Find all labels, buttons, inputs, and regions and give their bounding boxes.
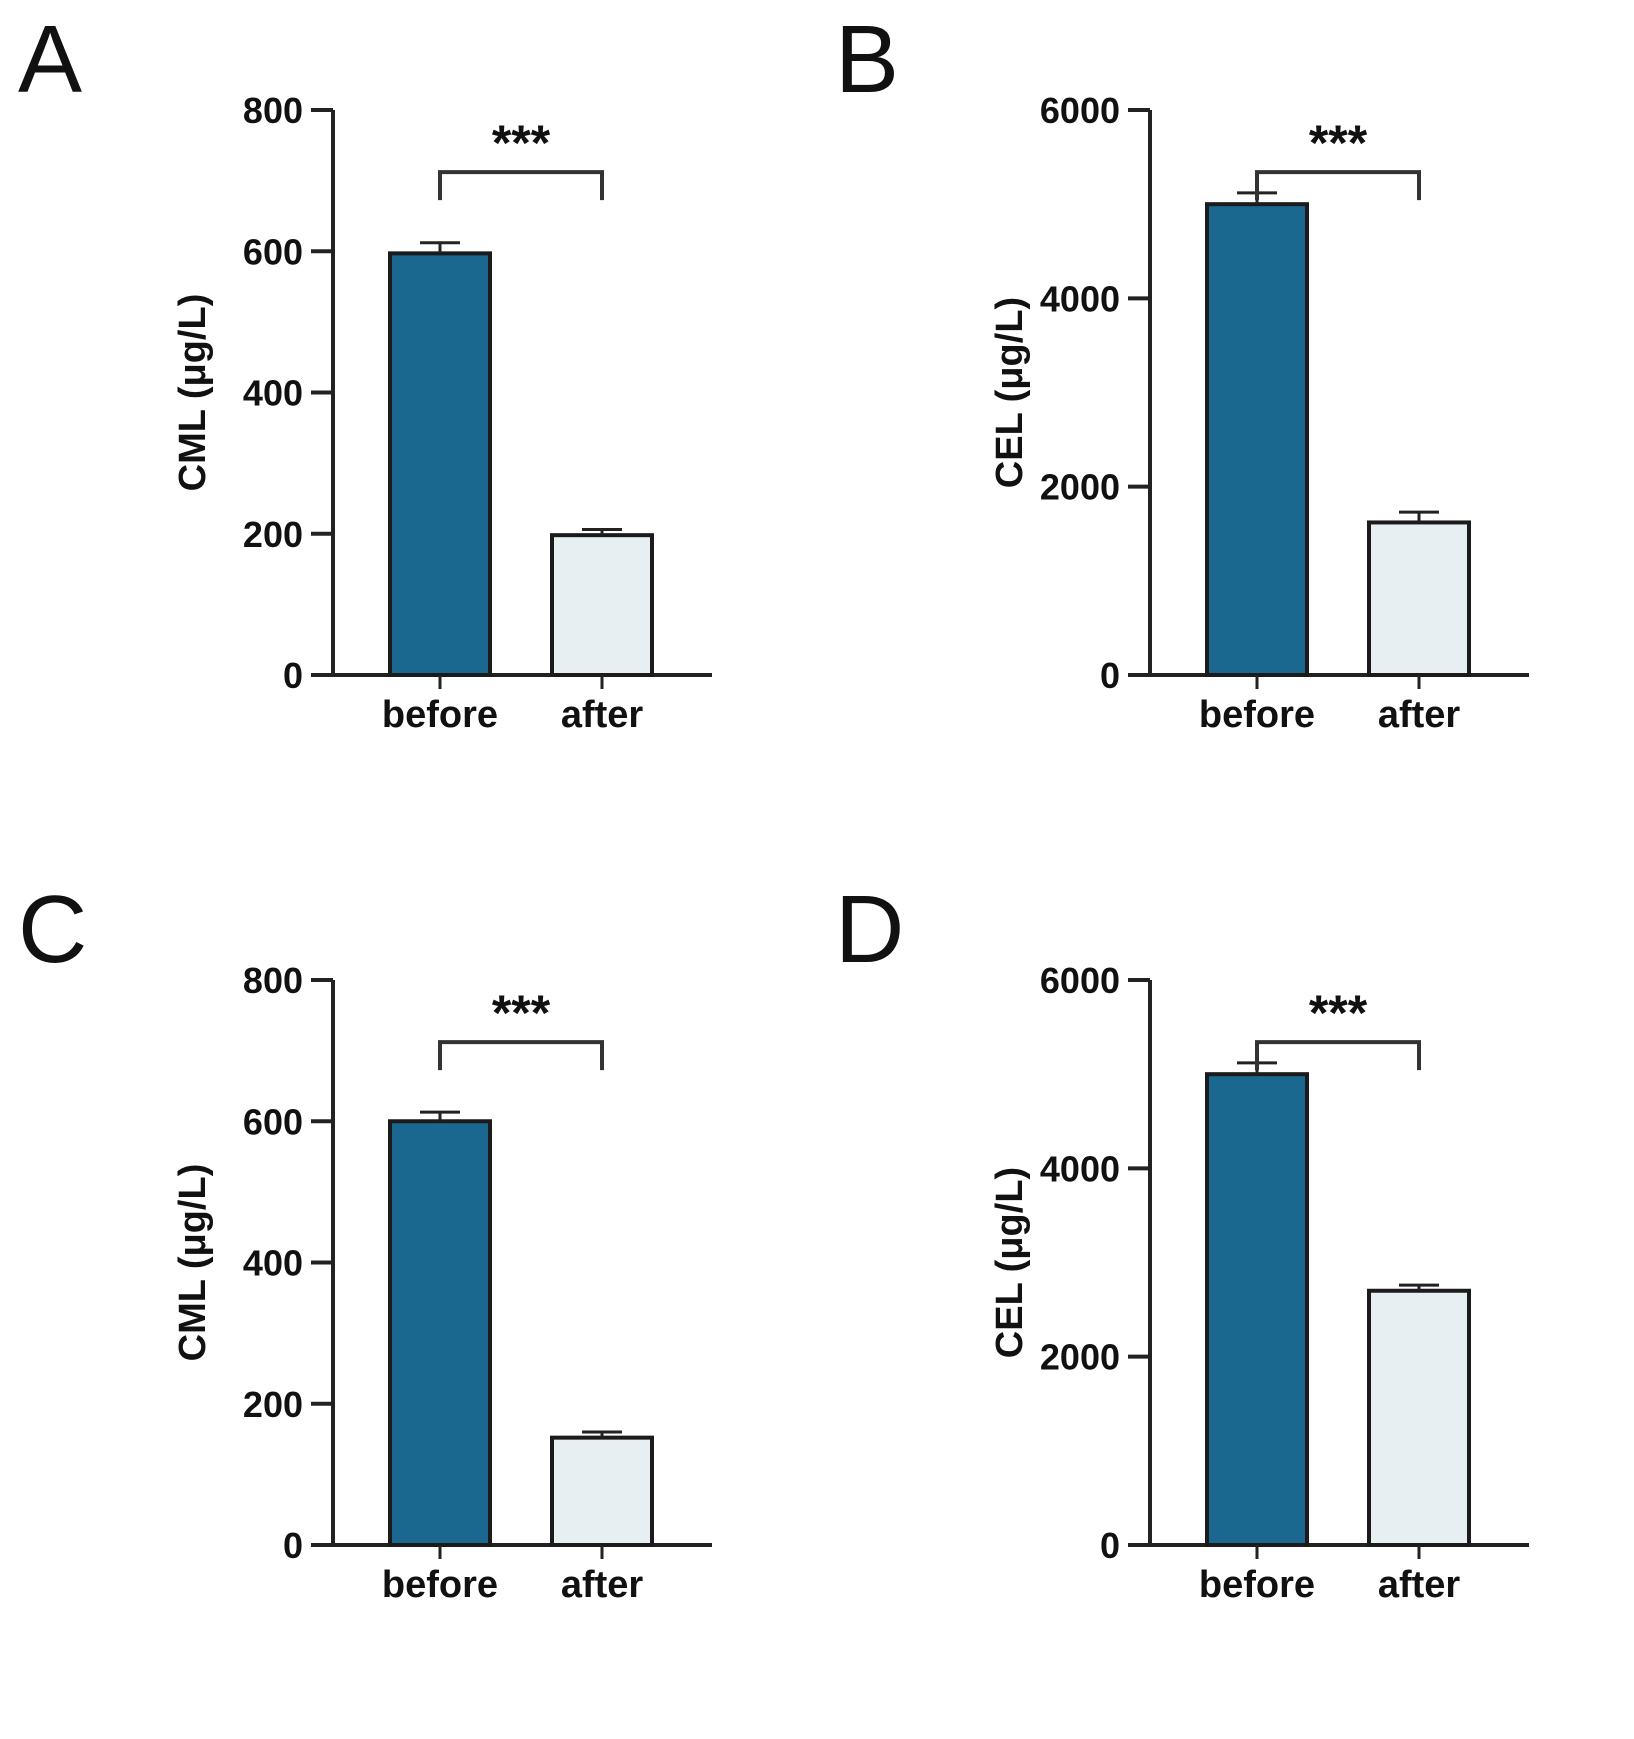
y-tick-label: 6000 bbox=[1040, 960, 1120, 1001]
x-category-label: after bbox=[561, 1564, 644, 1606]
y-tick-label: 800 bbox=[243, 960, 303, 1001]
significance-bracket bbox=[438, 1040, 604, 1071]
bar-after bbox=[550, 1435, 654, 1548]
chart-d: D CEL (μg/L) 0 2000 4000 6000 before after *** bbox=[835, 876, 1529, 1606]
y-tick-label: 200 bbox=[243, 514, 303, 555]
y-tick-label: 800 bbox=[243, 90, 303, 131]
y-axis-label: CML (μg/L) bbox=[172, 1164, 214, 1362]
y-tick-label: 0 bbox=[283, 1525, 303, 1566]
chart-a: A CML (μg/L) 0 200 400 600 800 before after *** bbox=[18, 6, 712, 736]
panel-d: D CEL (μg/L) 0 2000 4000 6000 before after *** bbox=[817, 870, 1634, 1739]
bar-before bbox=[388, 251, 492, 677]
panel-b: B CEL (μg/L) 0 2000 4000 6000 before after *** bbox=[817, 0, 1634, 869]
y-tick-label: 400 bbox=[243, 1243, 303, 1284]
y-tick-label: 0 bbox=[1100, 1525, 1120, 1566]
panel-letter: B bbox=[835, 6, 899, 113]
x-category-label: before bbox=[382, 694, 498, 736]
bar-before bbox=[388, 1119, 492, 1547]
y-axis-label: CML (μg/L) bbox=[172, 294, 214, 492]
bar-after bbox=[1367, 1288, 1471, 1547]
significance-bracket bbox=[1255, 170, 1421, 201]
significance-bracket bbox=[438, 170, 604, 201]
bar-after bbox=[550, 533, 654, 677]
panel-letter: A bbox=[18, 6, 82, 113]
y-tick-label: 4000 bbox=[1040, 278, 1120, 319]
y-tick-label: 2000 bbox=[1040, 1337, 1120, 1378]
y-axis-label: CEL (μg/L) bbox=[989, 297, 1031, 488]
y-tick-label: 400 bbox=[243, 373, 303, 414]
x-category-label: after bbox=[561, 694, 644, 736]
y-tick-label: 600 bbox=[243, 1101, 303, 1142]
panel-c: C CML (μg/L) 0 200 400 600 800 before after *** bbox=[0, 870, 817, 1739]
x-category-label: before bbox=[1199, 694, 1315, 736]
panel-a: A CML (μg/L) 0 200 400 600 800 before after *** bbox=[0, 0, 817, 869]
x-category-label: after bbox=[1378, 1564, 1461, 1606]
y-tick-label: 4000 bbox=[1040, 1148, 1120, 1189]
significance-marker: *** bbox=[1309, 985, 1368, 1041]
y-tick-label: 600 bbox=[243, 231, 303, 272]
x-category-label: after bbox=[1378, 694, 1461, 736]
significance-marker: *** bbox=[1309, 115, 1368, 171]
x-category-label: before bbox=[1199, 1564, 1315, 1606]
significance-marker: *** bbox=[492, 115, 551, 171]
panel-letter: C bbox=[18, 876, 87, 983]
y-tick-label: 0 bbox=[1100, 655, 1120, 696]
chart-c: C CML (μg/L) 0 200 400 600 800 before after *** bbox=[18, 876, 712, 1606]
bar-after bbox=[1367, 520, 1471, 678]
chart-b: B CEL (μg/L) 0 2000 4000 6000 before after *** bbox=[835, 6, 1529, 736]
y-tick-label: 0 bbox=[283, 655, 303, 696]
panel-letter: D bbox=[835, 876, 904, 983]
y-axis-label: CEL (μg/L) bbox=[989, 1167, 1031, 1358]
bar-before bbox=[1205, 1072, 1309, 1548]
y-tick-label: 200 bbox=[243, 1384, 303, 1425]
significance-bracket bbox=[1255, 1040, 1421, 1071]
significance-marker: *** bbox=[492, 985, 551, 1041]
x-category-label: before bbox=[382, 1564, 498, 1606]
y-tick-label: 6000 bbox=[1040, 90, 1120, 131]
y-tick-label: 2000 bbox=[1040, 467, 1120, 508]
bar-before bbox=[1205, 202, 1309, 678]
